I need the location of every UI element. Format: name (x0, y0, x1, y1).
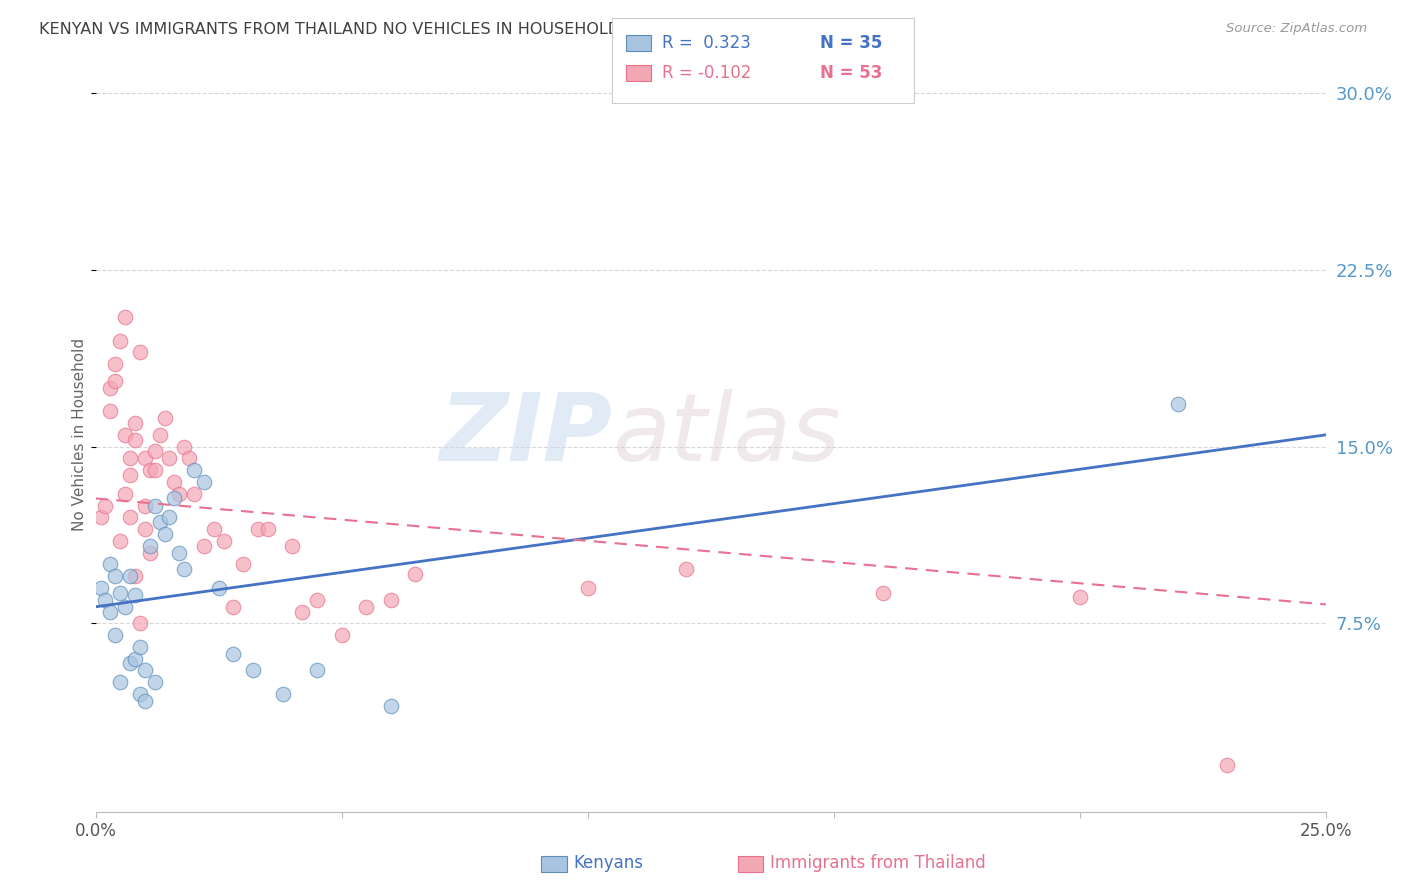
Point (114, 428, 136, 442)
Point (114, 599, 136, 614)
Point (134, 522, 156, 536)
Text: ZIP: ZIP (440, 389, 613, 481)
Point (129, 687, 152, 701)
Point (104, 374, 127, 388)
Point (242, 664, 264, 678)
Point (129, 640, 152, 654)
Point (98, 404, 122, 418)
Point (104, 628, 127, 642)
Point (143, 444, 166, 458)
Point (138, 539, 162, 553)
Point (183, 463, 205, 477)
Text: Kenyans: Kenyans (574, 855, 644, 872)
Point (153, 411, 176, 425)
Text: KENYAN VS IMMIGRANTS FROM THAILAND NO VEHICLES IN HOUSEHOLD CORRELATION CHART: KENYAN VS IMMIGRANTS FROM THAILAND NO VE… (39, 22, 799, 37)
Text: N = 53: N = 53 (820, 64, 882, 82)
Point (212, 533, 235, 548)
Point (1167, 397, 1189, 411)
Point (110, 533, 132, 548)
Point (183, 487, 205, 501)
Point (124, 588, 146, 602)
Point (159, 510, 180, 524)
Point (307, 664, 329, 678)
Point (94, 499, 117, 513)
Point (163, 475, 186, 489)
Point (380, 592, 402, 607)
Point (143, 463, 166, 477)
Point (1069, 591, 1091, 605)
Point (153, 526, 176, 541)
Point (114, 310, 136, 324)
Text: R = -0.102: R = -0.102 (662, 64, 752, 82)
Point (330, 628, 353, 642)
Point (114, 487, 136, 501)
Point (163, 491, 186, 506)
Point (110, 334, 132, 348)
Point (872, 585, 894, 599)
Point (576, 581, 599, 595)
Point (124, 569, 146, 583)
Point (110, 585, 132, 599)
Point (169, 487, 191, 501)
Point (94, 592, 117, 607)
Point (193, 475, 215, 489)
Point (208, 581, 231, 595)
Point (202, 522, 225, 536)
Text: R =  0.323: R = 0.323 (662, 34, 751, 52)
Point (134, 499, 156, 513)
Point (129, 616, 152, 631)
Point (380, 698, 402, 713)
Point (98, 605, 122, 619)
Point (134, 664, 156, 678)
Point (138, 546, 162, 560)
Point (120, 467, 141, 482)
Point (1216, 757, 1239, 772)
Point (271, 687, 294, 701)
Text: N = 35: N = 35 (820, 34, 882, 52)
Y-axis label: No Vehicles in Household: No Vehicles in Household (72, 338, 87, 532)
Point (98, 558, 122, 572)
Point (138, 463, 162, 477)
Point (281, 539, 304, 553)
Point (90, 581, 112, 595)
Point (257, 522, 280, 536)
Point (120, 657, 141, 671)
Point (291, 605, 314, 619)
Text: Immigrants from Thailand: Immigrants from Thailand (770, 855, 986, 872)
Point (193, 539, 215, 553)
Point (120, 569, 141, 583)
Point (110, 675, 132, 690)
Point (143, 675, 166, 690)
Point (98, 381, 122, 395)
Point (124, 651, 146, 665)
Point (173, 440, 195, 454)
Point (149, 515, 172, 529)
Text: Source: ZipAtlas.com: Source: ZipAtlas.com (1226, 22, 1367, 36)
Point (247, 522, 270, 536)
Point (169, 546, 191, 560)
Point (134, 694, 156, 708)
Point (90, 510, 112, 524)
Point (104, 357, 127, 371)
Point (134, 451, 156, 466)
Point (120, 451, 141, 466)
Point (173, 562, 195, 576)
Point (120, 510, 141, 524)
Point (232, 558, 254, 572)
Point (222, 647, 245, 661)
Point (179, 451, 201, 466)
Point (149, 428, 172, 442)
Point (222, 599, 245, 614)
Point (354, 599, 377, 614)
Point (675, 562, 697, 576)
Text: atlas: atlas (613, 389, 841, 481)
Point (405, 566, 427, 581)
Point (129, 345, 152, 359)
Point (124, 416, 146, 430)
Point (124, 433, 146, 447)
Point (104, 569, 127, 583)
Point (307, 592, 329, 607)
Point (143, 499, 166, 513)
Point (159, 451, 180, 466)
